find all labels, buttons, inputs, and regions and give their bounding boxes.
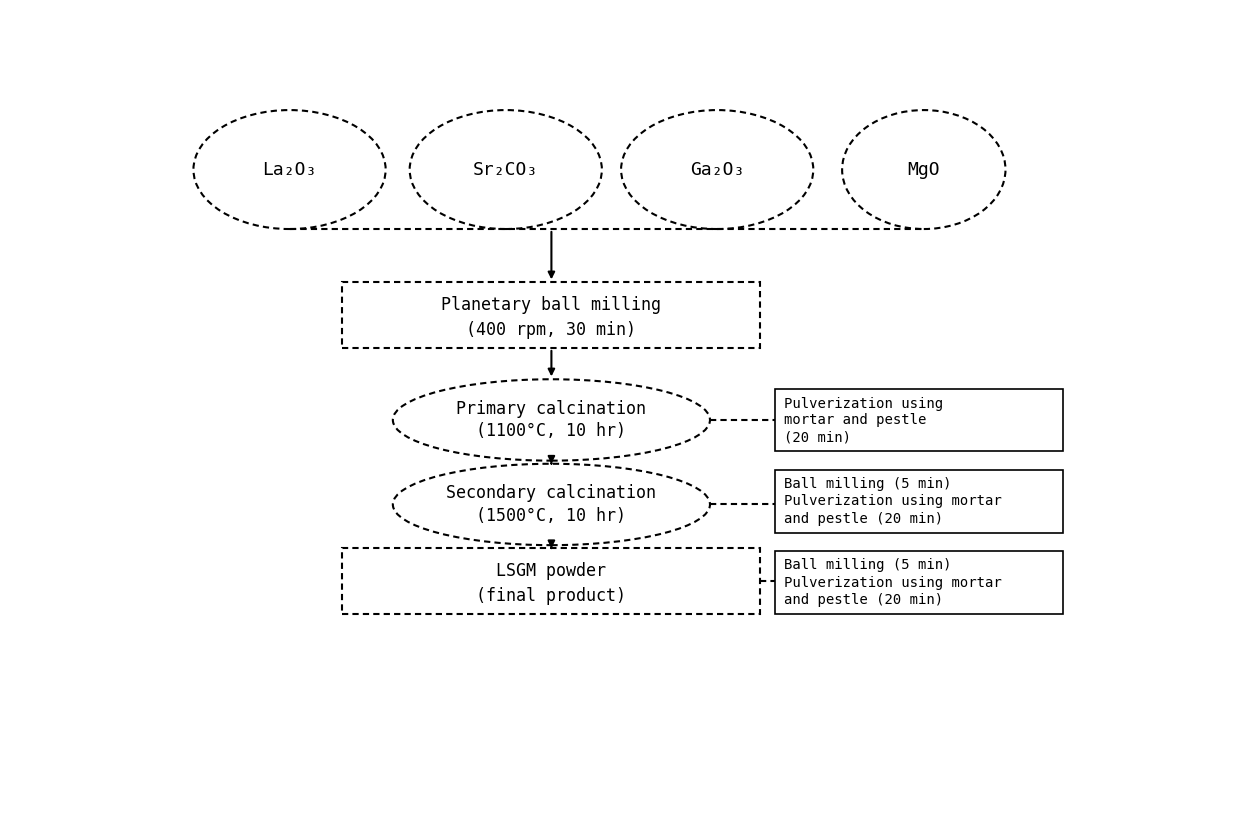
Text: Ga₂O₃: Ga₂O₃ [689, 160, 744, 179]
Text: (20 min): (20 min) [785, 430, 852, 445]
Text: MgO: MgO [908, 160, 940, 179]
Bar [775, 470, 1063, 533]
Text: (400 rpm, 30 min): (400 rpm, 30 min) [466, 320, 636, 338]
Text: mortar and pestle: mortar and pestle [785, 413, 926, 427]
Text: Primary calcination: Primary calcination [456, 400, 646, 418]
Text: Ball milling (5 min): Ball milling (5 min) [785, 559, 952, 572]
Text: and pestle (20 min): and pestle (20 min) [785, 512, 944, 526]
Text: LSGM powder: LSGM powder [496, 563, 606, 580]
Bar [775, 389, 1063, 451]
Text: (1500°C, 10 hr): (1500°C, 10 hr) [476, 506, 626, 524]
Text: Pulverization using mortar: Pulverization using mortar [785, 494, 1002, 508]
Text: Sr₂CO₃: Sr₂CO₃ [474, 160, 538, 179]
Text: (1100°C, 10 hr): (1100°C, 10 hr) [476, 422, 626, 440]
Text: La₂O₃: La₂O₃ [263, 160, 316, 179]
Bar [775, 551, 1063, 614]
Text: Planetary ball milling: Planetary ball milling [441, 296, 661, 315]
Text: (final product): (final product) [476, 587, 626, 605]
Text: Pulverization using: Pulverization using [785, 398, 944, 411]
Text: Pulverization using mortar: Pulverization using mortar [785, 576, 1002, 589]
Bar [342, 282, 760, 348]
Text: Secondary calcination: Secondary calcination [446, 485, 656, 502]
Text: and pestle (20 min): and pestle (20 min) [785, 593, 944, 607]
Text: Ball milling (5 min): Ball milling (5 min) [785, 476, 952, 491]
Bar [342, 548, 760, 614]
